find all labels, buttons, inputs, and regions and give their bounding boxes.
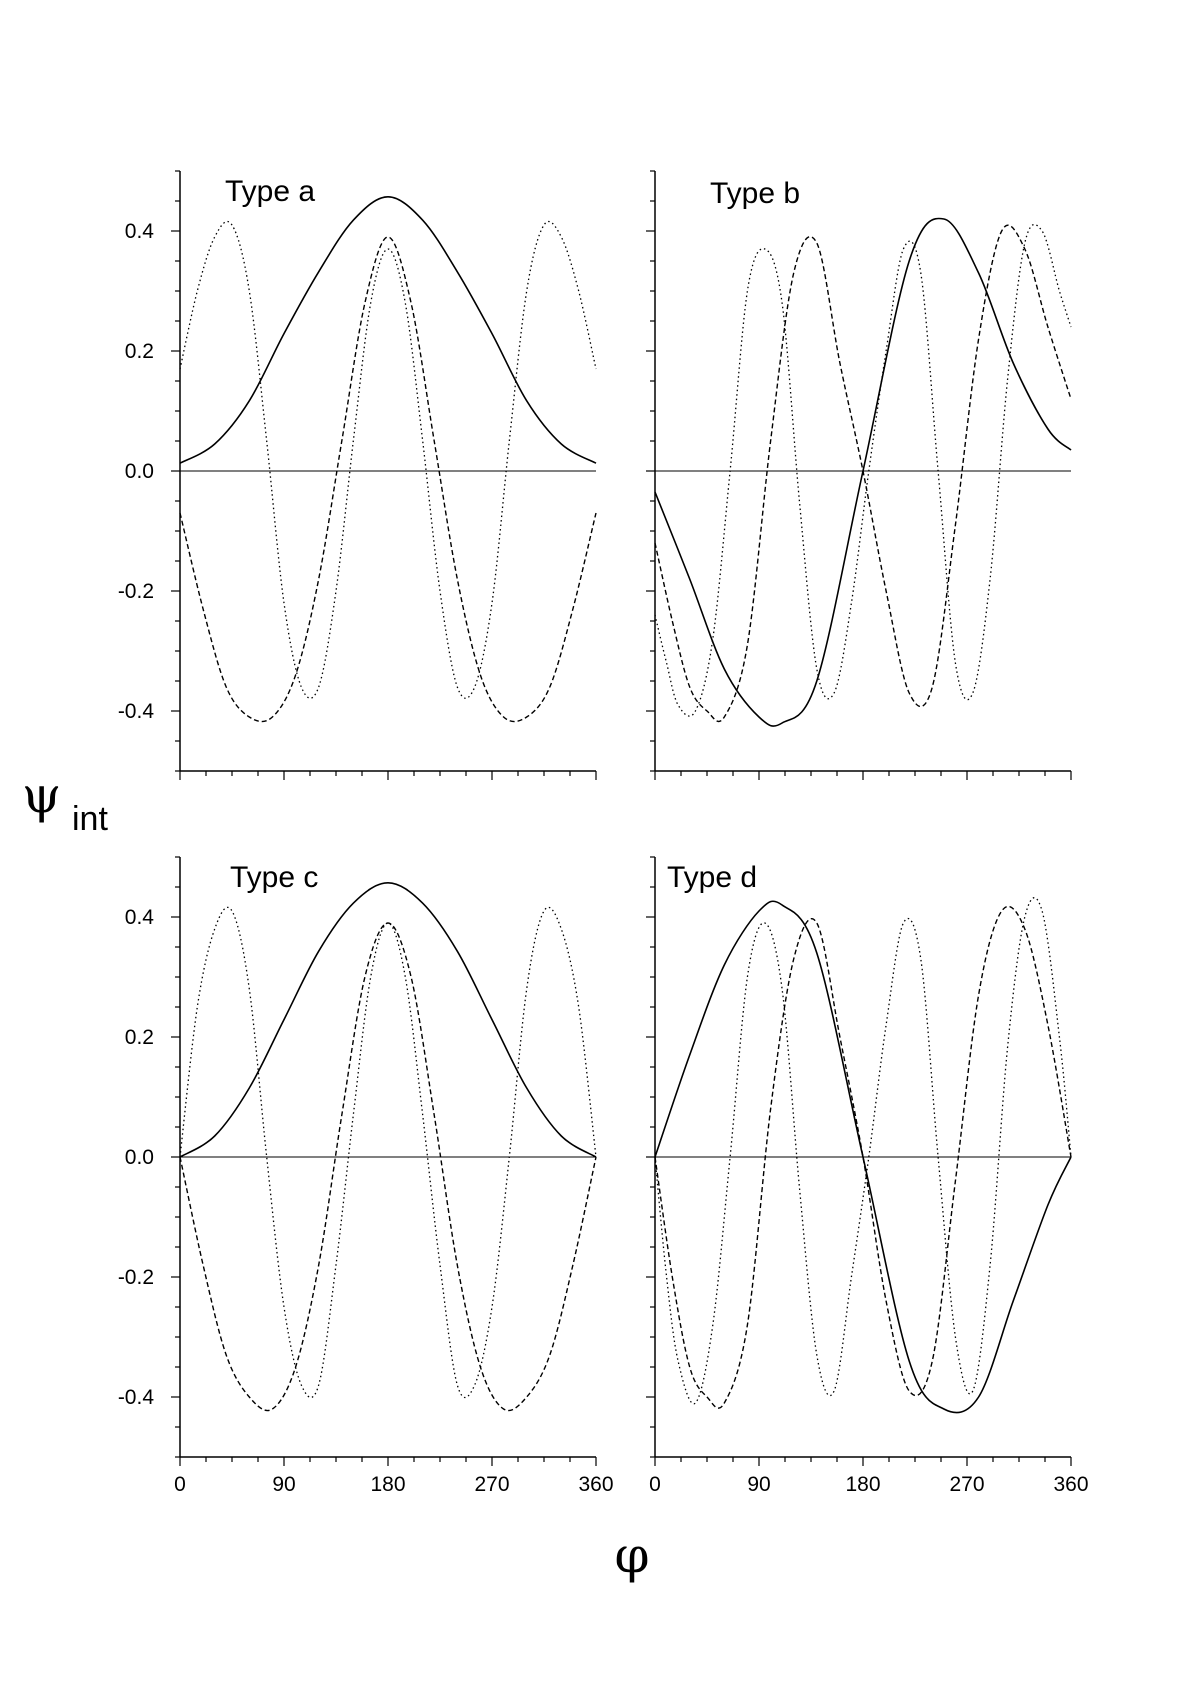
panel-title: Type a — [225, 175, 315, 208]
series-solid-line — [654, 900, 1072, 1414]
series-solid-line — [179, 196, 597, 464]
y-tick-label: 0.0 — [125, 460, 154, 483]
y-tick-label: 0.0 — [125, 1146, 154, 1169]
x-tick-label: 90 — [747, 1473, 770, 1496]
x-tick-label: 90 — [272, 1473, 295, 1496]
y-tick-label: -0.2 — [118, 580, 154, 603]
y-tick-label: 0.2 — [125, 1026, 154, 1049]
x-tick-label: 270 — [949, 1473, 984, 1496]
x-tick-label: 0 — [174, 1473, 186, 1496]
panel-4: 0 90 180 270 360 Type d — [646, 856, 1089, 1496]
y-tick-label: 0.4 — [125, 906, 155, 929]
panel-title: Type c — [230, 861, 318, 894]
series-dashed-line — [654, 905, 1072, 1409]
panel-title: Type b — [710, 177, 800, 210]
series-dashed-line — [654, 224, 1072, 723]
series-dotted-line — [179, 906, 597, 1399]
y-tick-label: 0.4 — [125, 220, 155, 243]
panel-title: Type d — [667, 861, 757, 894]
x-tick-label: 360 — [578, 1473, 613, 1496]
y-axis-label-subscript: int — [72, 800, 108, 838]
series-dotted-line — [654, 897, 1072, 1405]
panel-2: Type b — [646, 170, 1072, 780]
panel-3: -0.4 -0.2 0.0 0.2 0.4 0 90 180 270 360 Type c — [118, 856, 614, 1496]
panels: -0.4 -0.2 0.0 0.2 0.4 Type a Type b -0.4 -0.2 0.0… — [118, 170, 1089, 1496]
panel-1: -0.4 -0.2 0.0 0.2 0.4 Type a — [118, 170, 597, 780]
series-dotted-line — [179, 220, 597, 699]
x-tick-label: 180 — [845, 1473, 880, 1496]
series-solid-line — [179, 882, 597, 1158]
x-axis-label-phi: φ — [614, 1526, 649, 1584]
series-dashed-line — [179, 922, 597, 1412]
series-dashed-line — [179, 236, 597, 723]
y-tick-label: -0.4 — [118, 1386, 155, 1409]
y-tick-label: 0.2 — [125, 340, 154, 363]
x-tick-label: 270 — [474, 1473, 509, 1496]
series-dotted-line — [654, 223, 1072, 717]
x-tick-label: 360 — [1053, 1473, 1088, 1496]
x-tick-label: 180 — [370, 1473, 405, 1496]
y-axis-label-psi: ψ — [22, 766, 61, 824]
y-tick-label: -0.4 — [118, 700, 155, 723]
x-tick-label: 0 — [649, 1473, 661, 1496]
y-tick-label: -0.2 — [118, 1266, 154, 1289]
